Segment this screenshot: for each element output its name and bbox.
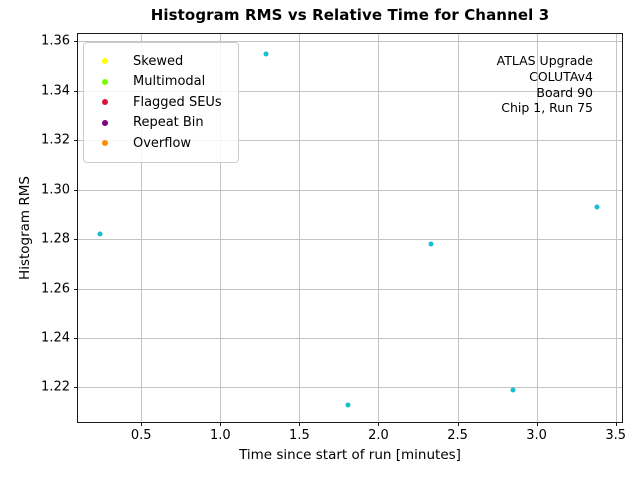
gridline <box>615 34 617 422</box>
x-tick-label: 1.0 <box>209 428 231 443</box>
gridline <box>78 140 622 142</box>
x-tick-label: 3.0 <box>526 428 547 443</box>
x-axis-label: Time since start of run [minutes] <box>239 447 461 463</box>
y-axis-label: Histogram RMS <box>17 176 33 280</box>
y-tick-mark <box>74 189 78 191</box>
multimodal-marker-icon <box>102 78 108 85</box>
legend-item-skewed: Skewed <box>84 51 222 72</box>
gridline <box>78 387 622 389</box>
y-tick-label: 1.24 <box>41 330 70 346</box>
data-point <box>428 241 434 247</box>
annotation-line: ATLAS Upgrade <box>496 53 593 68</box>
data-point <box>97 231 103 237</box>
y-tick-label: 1.36 <box>41 33 70 49</box>
y-tick-label: 1.26 <box>41 281 70 297</box>
legend: Skewed Multimodal Flagged SEUs Repeat Bi… <box>83 42 239 163</box>
x-tick-label: 1.5 <box>289 428 310 443</box>
x-tick-mark <box>141 422 143 426</box>
legend-label: Skewed <box>133 53 184 69</box>
y-tick-label: 1.34 <box>41 83 70 99</box>
legend-label: Flagged SEUs <box>133 94 222 110</box>
legend-item-flagged-seus: Flagged SEUs <box>84 92 222 113</box>
legend-item-multimodal: Multimodal <box>84 72 222 93</box>
gridline <box>378 34 380 422</box>
x-tick-mark <box>536 422 538 426</box>
legend-label: Overflow <box>133 135 192 151</box>
y-tick-mark <box>74 239 78 241</box>
overflow-marker-icon <box>102 140 108 147</box>
annotation-line: COLUTAv4 <box>529 68 593 84</box>
gridline <box>78 337 622 339</box>
annotation-line: Board 90 <box>536 84 593 100</box>
x-tick-label: 2.0 <box>368 428 389 443</box>
x-tick-mark <box>299 422 301 426</box>
x-tick-label: 2.5 <box>447 428 468 443</box>
y-tick-label: 1.28 <box>41 231 70 247</box>
skewed-marker-icon <box>102 58 108 65</box>
y-tick-mark <box>74 387 78 389</box>
x-tick-label: 0.5 <box>130 428 152 443</box>
plot-area: 0.5 1.0 1.5 2.0 2.5 3.0 3.5 1.22 1.24 1.26 1.28 1.3… <box>41 33 626 443</box>
y-tick-label: 1.32 <box>41 132 70 148</box>
gridline <box>78 288 622 290</box>
annotation-line: Chip 1, Run 75 <box>501 100 593 116</box>
gridline <box>141 34 143 422</box>
gridline <box>78 189 622 191</box>
gridline <box>78 90 622 92</box>
annotation-text: ATLAS Upgrade COLUTAv4 Board 90 Chip 1, … <box>497 53 593 116</box>
gridline <box>299 34 301 422</box>
legend-label: Multimodal <box>133 74 206 90</box>
gridline <box>457 34 459 422</box>
gridline <box>220 34 222 422</box>
data-point <box>345 402 351 408</box>
data-point <box>510 387 516 393</box>
repeat-bin-marker-icon <box>102 119 108 126</box>
x-tick-mark <box>378 422 380 426</box>
y-tick-mark <box>74 41 78 43</box>
y-tick-mark <box>74 337 78 339</box>
legend-item-overflow: Overflow <box>84 133 222 154</box>
gridline <box>78 41 622 43</box>
legend-item-repeat-bin: Repeat Bin <box>84 113 222 134</box>
y-tick-mark <box>74 288 78 290</box>
data-point <box>594 204 600 210</box>
gridline <box>536 34 538 422</box>
flagged-seus-marker-icon <box>102 99 108 106</box>
gridline <box>78 239 622 241</box>
chart-title: Histogram RMS vs Relative Time for Chann… <box>150 6 550 24</box>
legend-label: Repeat Bin <box>133 115 204 131</box>
x-tick-mark <box>457 422 459 426</box>
y-tick-label: 1.22 <box>41 379 70 395</box>
y-tick-mark <box>74 140 78 142</box>
y-tick-label: 1.30 <box>41 182 70 198</box>
x-tick-mark <box>220 422 222 426</box>
x-tick-label: 3.5 <box>605 428 627 443</box>
y-tick-mark <box>74 90 78 92</box>
x-tick-mark <box>615 422 617 426</box>
data-point <box>263 51 269 57</box>
grid-layer: 0.5 1.0 1.5 2.0 2.5 3.0 3.5 1.22 1.24 1.26 1.28 1.3… <box>41 34 626 443</box>
